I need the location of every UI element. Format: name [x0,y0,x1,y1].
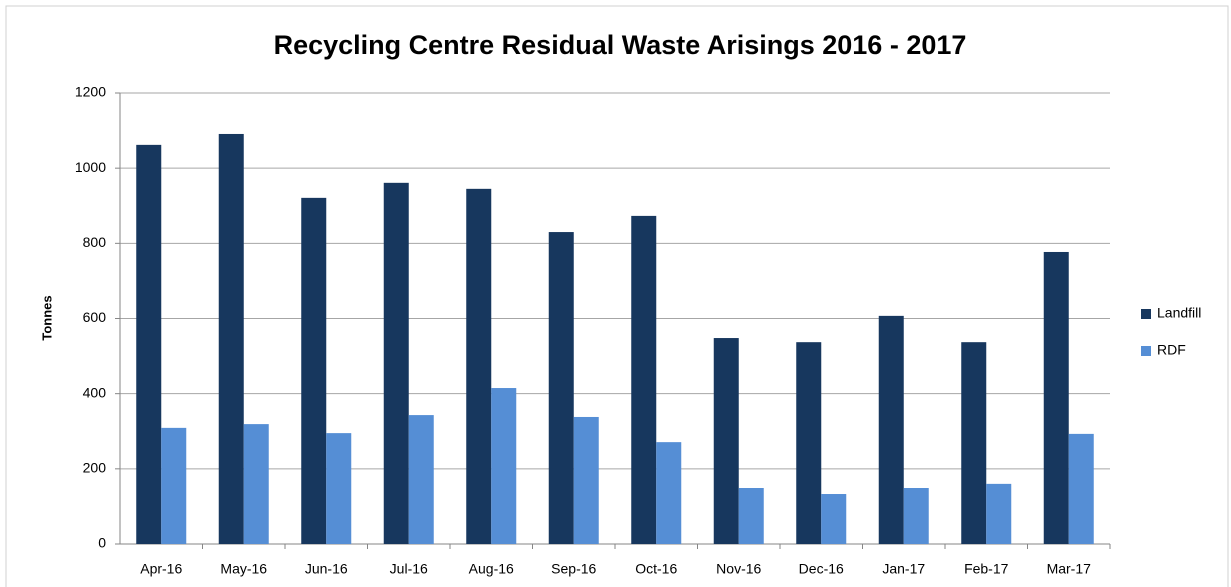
x-tick-label: Apr-16 [140,561,182,577]
x-tick-label: Mar-17 [1047,561,1092,577]
bar [1068,433,1094,544]
x-tick-label: Nov-16 [716,561,761,577]
legend-swatch [1141,309,1151,319]
x-tick-label: Sep-16 [551,561,596,577]
bar [408,415,434,544]
y-tick-label: 1200 [75,84,106,100]
legend-label: Landfill [1157,305,1201,321]
y-tick-label: 200 [83,460,107,476]
bar [796,342,822,544]
legend-swatch [1141,346,1151,356]
bar [961,342,987,544]
bar [326,433,352,544]
y-axis-label: Tonnes [39,295,54,340]
bar [573,416,599,544]
legend-label: RDF [1157,342,1186,358]
x-tick-label: Jun-16 [305,561,348,577]
bar [383,182,409,545]
bar [136,144,162,545]
bar [161,427,187,544]
bar [986,483,1012,544]
bar [878,315,904,544]
bar [903,488,929,544]
bar [491,388,517,544]
x-tick-label: Oct-16 [635,561,677,577]
x-tick-label: May-16 [220,561,267,577]
bar [738,488,764,544]
chart-title: Recycling Centre Residual Waste Arisings… [274,30,967,60]
bar [1043,251,1069,545]
bar [631,215,657,544]
bar [301,197,327,545]
x-tick-label: Jan-17 [882,561,925,577]
y-tick-label: 600 [83,309,107,325]
chart-frame [5,5,1229,587]
bar [656,442,682,544]
x-tick-label: Aug-16 [469,561,514,577]
x-tick-label: Dec-16 [799,561,844,577]
y-tick-label: 400 [83,384,107,400]
bar [548,232,574,544]
x-tick-label: Feb-17 [964,561,1009,577]
bar [466,188,492,544]
bar [713,338,739,544]
y-tick-label: 0 [98,535,106,551]
y-tick-label: 800 [83,234,107,250]
bar [243,424,269,544]
bar [218,133,244,545]
x-tick-label: Jul-16 [390,561,428,577]
y-tick-label: 1000 [75,159,106,175]
bar [821,494,847,544]
